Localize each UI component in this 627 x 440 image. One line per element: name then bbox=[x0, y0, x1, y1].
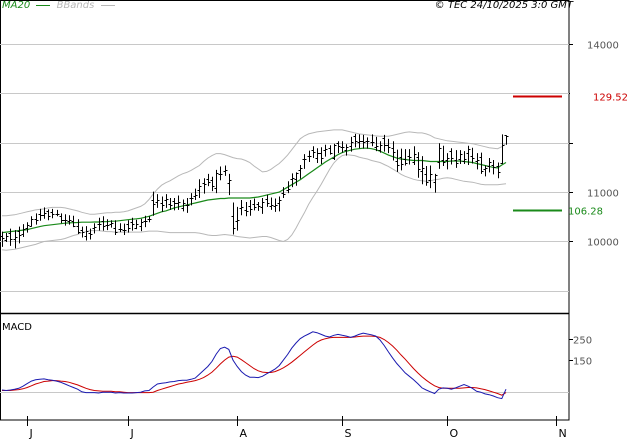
copyright-timestamp: © TEC 24/10/2025 3:0 GMT bbox=[434, 0, 573, 11]
x-tick-label: A bbox=[240, 427, 248, 440]
legend-ma20: MA20 bbox=[2, 0, 31, 11]
ma20-line bbox=[1, 147, 507, 234]
x-tick-label: O bbox=[450, 427, 459, 440]
target-label-bg bbox=[570, 90, 626, 103]
macd-y-tick-label: 250 bbox=[573, 336, 592, 347]
x-tick-label: J bbox=[130, 427, 134, 440]
price-y-tick-label: 10000 bbox=[587, 238, 619, 249]
price-y-tick-label: 14000 bbox=[587, 41, 619, 52]
x-tick-label: S bbox=[345, 427, 352, 440]
macd-y-tick-label: 150 bbox=[573, 357, 592, 368]
macd-line bbox=[1, 331, 507, 400]
plot-frame bbox=[0, 0, 570, 421]
legend-bbands: BBands bbox=[56, 0, 95, 11]
legend-bbands-swatch bbox=[100, 4, 115, 6]
target-label: 106.28 bbox=[568, 207, 603, 218]
legend: MA20 BBands bbox=[2, 0, 118, 11]
macd-signal-line bbox=[2, 335, 507, 396]
target-label: 129.52 bbox=[593, 93, 627, 104]
legend-ma20-swatch bbox=[36, 4, 51, 6]
price-y-tick-label: 11000 bbox=[587, 189, 619, 200]
bb-upper-line bbox=[2, 129, 507, 217]
macd-title: MACD bbox=[2, 322, 32, 333]
x-tick-label: N bbox=[559, 427, 567, 440]
x-tick-label: J bbox=[29, 427, 33, 440]
